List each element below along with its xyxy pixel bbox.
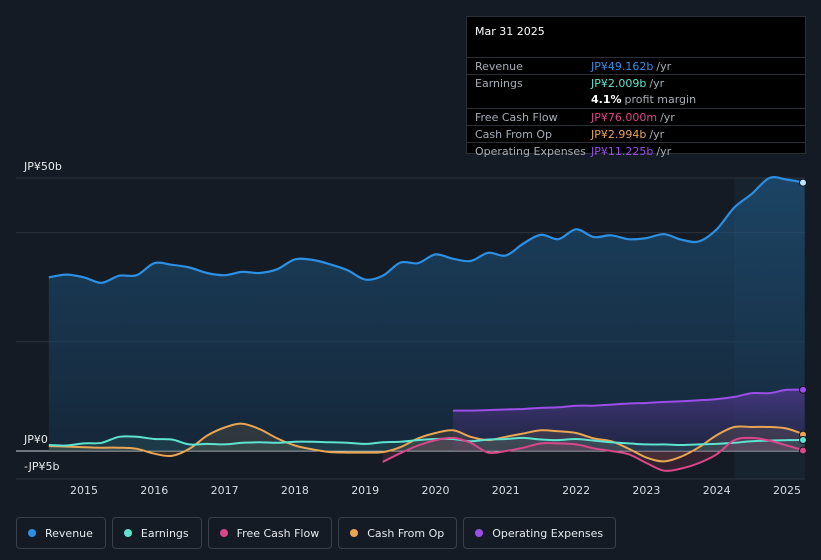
chart-legend: Revenue Earnings Free Cash Flow Cash Fro…	[16, 517, 617, 549]
legend-item-cash-from-op[interactable]: Cash From Op	[338, 517, 458, 549]
tooltip-label: Revenue	[475, 60, 523, 73]
tooltip-unit: /yr	[656, 145, 672, 158]
y-label-top: JP¥50b	[23, 160, 62, 173]
revenue-line	[48, 176, 805, 284]
x-tick-label: 2024	[703, 484, 731, 497]
tooltip-row-earnings: Earnings JP¥2.009b/yr	[467, 74, 805, 91]
tooltip-value: JP¥76.000m	[591, 111, 658, 124]
x-tick-label: 2022	[562, 484, 590, 497]
y-label-bottom: -JP¥5b	[24, 460, 59, 473]
series-lines	[48, 176, 805, 472]
tooltip-value: JP¥2.009b	[591, 77, 647, 90]
tooltip-row-revenue: Revenue JP¥49.162b/yr	[467, 57, 805, 74]
tooltip-unit: /yr	[660, 111, 675, 124]
legend-label: Revenue	[45, 526, 93, 540]
x-tick-label: 2018	[281, 484, 309, 497]
tooltip-panel: Mar 31 2025 Revenue JP¥49.162b/yr Earnin…	[466, 16, 806, 158]
legend-label: Earnings	[140, 526, 189, 540]
tooltip-row-fcf: Free Cash Flow JP¥76.000m/yr	[467, 108, 805, 125]
tooltip-row-margin: 4.1% profit margin	[467, 91, 805, 108]
earnings-dot-icon	[123, 529, 132, 537]
x-tick-label: 2025	[773, 484, 801, 497]
free-cash-flow-dot-icon	[219, 529, 228, 537]
x-tick-label: 2023	[632, 484, 660, 497]
tooltip-value: JP¥49.162b	[591, 60, 654, 73]
tooltip-value: 4.1%	[591, 93, 622, 106]
earnings-area	[48, 436, 805, 451]
revenue-dot-icon	[28, 529, 36, 537]
earnings-endpoint	[799, 436, 807, 445]
tooltip-unit: /yr	[649, 77, 665, 90]
legend-item-operating-expenses[interactable]: Operating Expenses	[463, 517, 617, 549]
x-tick-label: 2016	[140, 484, 168, 497]
y-axis-labels: JP¥50b JP¥0 -JP¥5b	[23, 160, 62, 473]
tooltip-label: Operating Expenses	[475, 145, 586, 158]
x-tick-label: 2020	[422, 484, 450, 497]
free-cash-flow-endpoint	[799, 446, 807, 455]
revenue-endpoint	[799, 178, 807, 187]
operating-expenses-endpoint	[799, 385, 807, 394]
y-label-zero: JP¥0	[23, 433, 48, 446]
series-endpoints	[799, 178, 807, 455]
legend-item-free-cash-flow[interactable]: Free Cash Flow	[207, 517, 333, 549]
tooltip-label: Cash From Op	[475, 128, 553, 141]
operating-expenses-dot-icon	[475, 529, 484, 537]
tooltip-row-opex: Operating Expenses JP¥11.225b/yr	[467, 142, 805, 158]
legend-item-revenue[interactable]: Revenue	[16, 517, 106, 549]
tooltip-label: Earnings	[475, 77, 523, 90]
x-tick-label: 2017	[211, 484, 239, 497]
x-tick-label: 2019	[351, 484, 379, 497]
tooltip-label: Free Cash Flow	[475, 111, 558, 124]
tooltip-value: JP¥11.225b	[591, 145, 654, 158]
legend-label: Operating Expenses	[492, 526, 604, 540]
tooltip-value: JP¥2.994b	[591, 128, 647, 141]
tooltip-unit: /yr	[649, 128, 665, 141]
tooltip-unit: /yr	[656, 60, 672, 73]
legend-label: Cash From Op	[367, 526, 445, 540]
cash-from-op-line	[48, 422, 805, 463]
x-axis-ticks: 2015 2016 2017 2018 2019 2020 2021 2022 2023 2024…	[70, 484, 801, 497]
financial-chart: JP¥50b JP¥0 -JP¥5b 2015 2016 2017 2018 2019 2…	[16, 160, 807, 497]
series-areas	[48, 177, 805, 471]
legend-item-earnings[interactable]: Earnings	[111, 517, 202, 549]
x-tick-label: 2021	[492, 484, 520, 497]
tooltip-unit: profit margin	[624, 93, 697, 106]
earnings-line	[48, 435, 805, 447]
x-tick-label: 2015	[70, 484, 98, 497]
cash-from-op-dot-icon	[350, 529, 359, 537]
free-cash-flow-line	[382, 436, 805, 472]
operating-expenses-line	[453, 388, 805, 412]
tooltip-date: Mar 31 2025	[475, 25, 545, 38]
revenue-area	[48, 177, 805, 452]
tooltip-row-cfo: Cash From Op JP¥2.994b/yr	[467, 125, 805, 142]
legend-label: Free Cash Flow	[236, 526, 320, 540]
